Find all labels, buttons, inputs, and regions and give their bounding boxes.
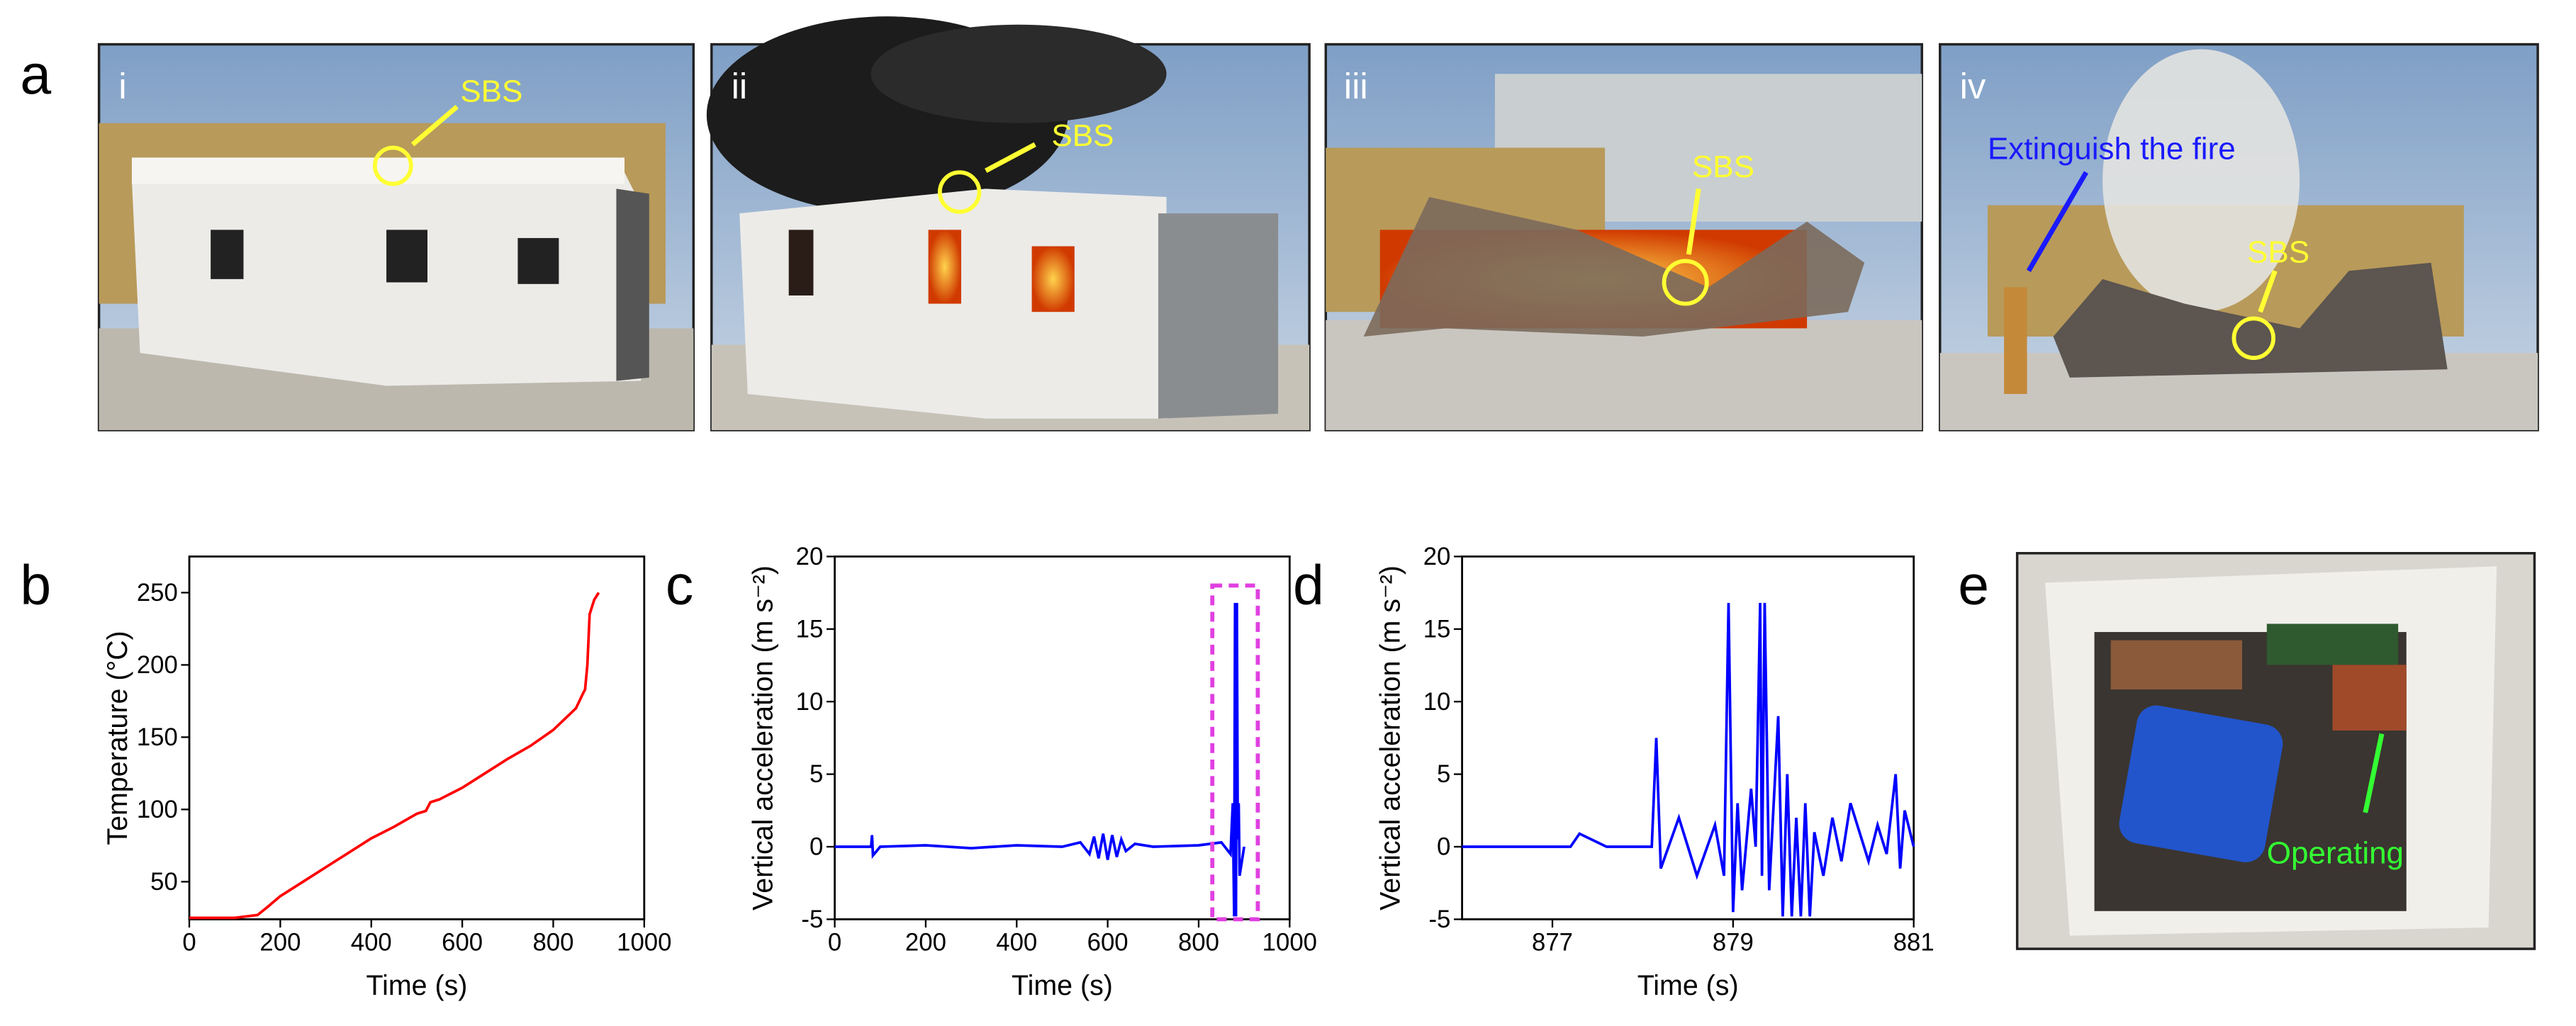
annotation: SBS [1692, 150, 1754, 184]
data-line [834, 602, 1245, 917]
x-tick-label: 800 [532, 929, 573, 956]
y-tick-label: 10 [796, 689, 824, 716]
annotation: SBS [2247, 235, 2309, 270]
highlight-box [1210, 583, 1260, 922]
annotation: SBS [460, 74, 522, 109]
panel-label: c [666, 554, 693, 616]
x-tick-label: 800 [1178, 929, 1219, 956]
photo-label: iv [1960, 66, 1986, 106]
y-tick-label: 5 [1437, 761, 1450, 788]
x-tick-label: 881 [1893, 929, 1934, 956]
panel-label: b [20, 554, 51, 616]
y-tick-label: 20 [1423, 543, 1451, 570]
y-tick-label: 250 [137, 580, 178, 607]
photo [1939, 43, 2539, 432]
y-tick-label: 0 [810, 834, 823, 861]
photo [1324, 43, 1924, 432]
x-tick-label: 200 [905, 929, 946, 956]
x-tick-label: 200 [259, 929, 301, 956]
y-tick-label: 10 [1423, 689, 1451, 716]
y-tick-label: 0 [1437, 834, 1450, 861]
y-tick-label: -5 [801, 906, 823, 933]
photo-label: iii [1344, 66, 1368, 106]
x-tick-label: 0 [828, 929, 841, 956]
x-tick-label: 400 [996, 929, 1037, 956]
photo [706, 16, 1311, 432]
y-tick-label: 50 [150, 869, 178, 896]
plot-frame [834, 556, 1291, 920]
y-tick-label: 20 [796, 543, 824, 570]
data-line [189, 592, 600, 920]
x-tick-label: 877 [1532, 929, 1573, 956]
y-tick-label: 200 [137, 652, 178, 679]
y-tick-label: 100 [137, 796, 178, 823]
panel-label: a [20, 43, 51, 106]
y-tick-label: -5 [1428, 906, 1450, 933]
x-axis-title: Time (s) [366, 970, 467, 1001]
plot-frame [1461, 556, 1915, 920]
x-tick-label: 400 [351, 929, 392, 956]
panel-label: d [1293, 554, 1324, 616]
y-tick-label: 150 [137, 724, 178, 751]
photo-label: ii [732, 66, 748, 106]
x-axis-title: Time (s) [1012, 970, 1113, 1001]
annotation: SBS [1051, 118, 1114, 153]
x-tick-label: 600 [442, 929, 483, 956]
y-axis-title: Vertical acceleration (m s⁻²) [748, 565, 779, 911]
plot-frame [188, 556, 646, 920]
y-axis-title: Vertical acceleration (m s⁻²) [1375, 565, 1406, 911]
x-axis-title: Time (s) [1637, 970, 1739, 1001]
photo-label: i [118, 66, 126, 106]
y-tick-label: 15 [796, 616, 824, 643]
x-tick-label: 1000 [1262, 929, 1317, 956]
y-axis-title: Temperature (°C) [102, 631, 133, 845]
y-tick-label: 5 [810, 761, 823, 788]
x-tick-label: 1000 [617, 929, 671, 956]
x-tick-label: 0 [182, 929, 196, 956]
data-line [1462, 602, 1915, 917]
photo [97, 43, 695, 432]
x-tick-label: 879 [1713, 929, 1754, 956]
photo [2015, 552, 2536, 950]
panel-label: e [1958, 554, 1989, 616]
y-tick-label: 15 [1423, 616, 1451, 643]
annotation: Extinguish the fire [1988, 132, 2236, 167]
annotation: Operating [2267, 836, 2404, 871]
x-tick-label: 600 [1087, 929, 1129, 956]
